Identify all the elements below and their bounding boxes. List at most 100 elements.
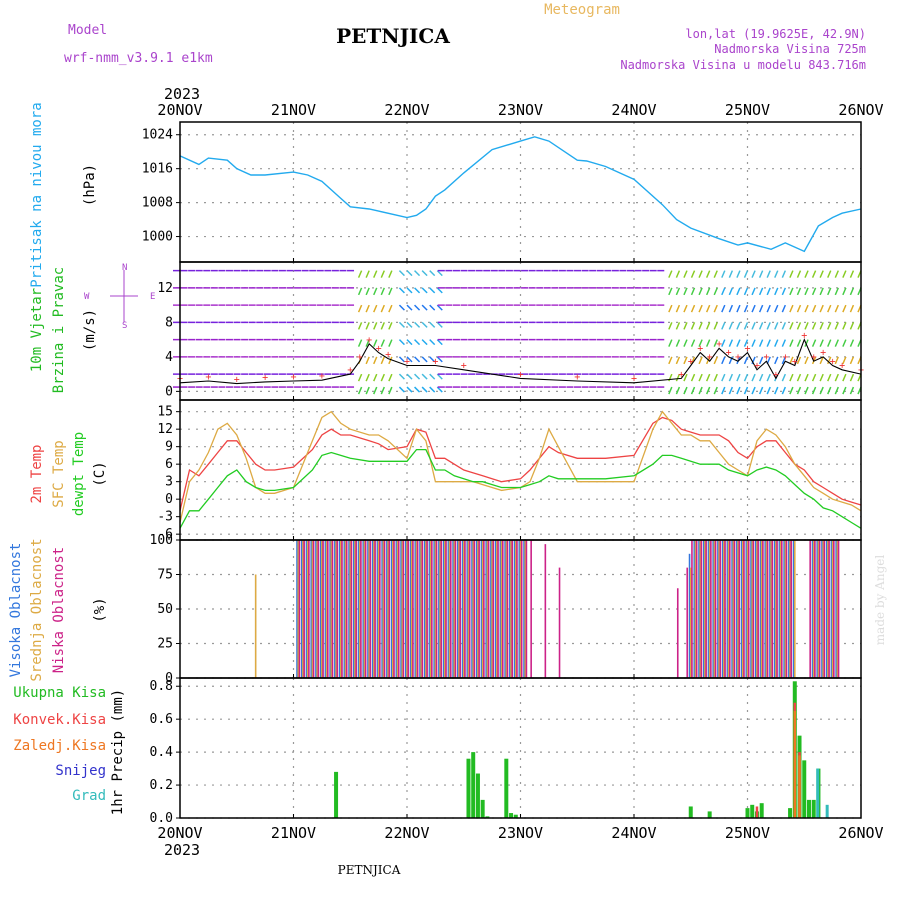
y-tick-label: 0.8 (150, 679, 173, 694)
y-tick-label: 0 (165, 671, 173, 686)
wind-barb (811, 270, 817, 278)
wind-barb (357, 373, 363, 382)
wind-barb (766, 287, 771, 296)
wind-barb (736, 339, 741, 347)
wind-barb (758, 373, 764, 382)
wind-barb (743, 270, 749, 278)
wind-barb (736, 304, 741, 313)
wind-barb (819, 322, 824, 330)
wind-barb (789, 287, 794, 296)
wind-speed-marker: + (357, 352, 363, 363)
temp-unit: (C) (92, 461, 108, 486)
wind-barb (421, 373, 428, 380)
wind-barb (365, 322, 370, 330)
wind-barb (429, 287, 436, 294)
wind-speed-marker: + (688, 356, 694, 367)
wind-barb (774, 339, 779, 347)
wind-barb (811, 339, 817, 347)
wind-barb (406, 304, 413, 311)
wind-barb (713, 270, 718, 278)
wind-barb (429, 386, 436, 393)
wind-barb (758, 270, 764, 278)
wind-barb (781, 339, 787, 347)
y-tick-label: 75 (157, 568, 173, 583)
wind-barb (811, 356, 817, 365)
panel-frame (179, 677, 862, 819)
wind-barb (743, 373, 749, 382)
wind-barb (728, 322, 734, 330)
y-tick-label: 4 (165, 350, 173, 365)
wind-barb (357, 304, 363, 313)
wind-barb (713, 339, 718, 347)
wind-speed-marker: + (707, 352, 713, 363)
wind-barb (436, 373, 443, 380)
legend-total-rain: Ukupna Kisa (13, 685, 106, 701)
model-name: wrf-nmm_v3.9.1 e1km (64, 51, 213, 66)
wind-barb (406, 373, 413, 380)
wind-barb (668, 322, 673, 330)
wind-barb (698, 339, 703, 347)
wind-speed-marker: + (518, 369, 524, 380)
wind-barb (436, 386, 443, 393)
wind-barb (668, 287, 673, 296)
wind-barb (743, 339, 749, 347)
wind-barb (406, 321, 413, 328)
wind-barb (751, 270, 756, 278)
wind-barb (766, 304, 771, 313)
wind-barb (698, 270, 703, 278)
wind-barb (842, 270, 847, 278)
wind-barb (683, 373, 688, 382)
wind-barb (398, 321, 405, 328)
y-tick-label: 15 (157, 405, 173, 420)
wind-barb (357, 270, 363, 278)
wind-barb (796, 356, 802, 365)
wind-barb (804, 304, 809, 313)
wind-barb (357, 339, 363, 347)
wind-speed-marker: + (716, 339, 722, 350)
x-tick-label-bottom: 20NOV (157, 824, 202, 842)
wind-barb (365, 386, 370, 395)
wind-barb (804, 270, 809, 278)
y-tick-label: 8 (165, 315, 173, 330)
x-tick-label-top: 25NOV (725, 101, 770, 119)
wind-barb (721, 373, 726, 382)
wind-barb (842, 287, 847, 296)
wind-barb (774, 287, 779, 296)
wind-barb (751, 386, 756, 395)
panel-frame (179, 121, 862, 263)
wind-barb (728, 287, 734, 296)
model-label: Model (68, 23, 107, 38)
total-rain-bar (806, 799, 811, 818)
wind-barb (705, 304, 711, 313)
wind-label-1: 10m Vjetar (29, 288, 45, 372)
wind-barb (789, 373, 794, 382)
dewpt-line (179, 448, 862, 529)
wind-barb (736, 322, 741, 330)
wind-barb (834, 304, 839, 313)
wind-barb (421, 321, 428, 328)
wind-barb (421, 356, 428, 363)
wind-barb (690, 386, 696, 395)
low-cloud-label: Niska Oblacnost (51, 547, 67, 673)
total-rain-bar (788, 808, 793, 818)
temp-2m-line (179, 416, 862, 511)
wind-barb (796, 287, 802, 296)
wind-barb (766, 270, 771, 278)
wind-barb (849, 356, 855, 365)
wind-barb (789, 322, 794, 330)
wind-barb (668, 356, 673, 365)
wind-barb (819, 339, 824, 347)
x-tick-label-bottom: 22NOV (384, 824, 429, 842)
wind-barb (429, 270, 436, 277)
y-tick-label: 0 (165, 492, 173, 507)
wind-speed-marker: + (376, 343, 382, 354)
wind-barb (380, 270, 385, 278)
wind-speed-marker: + (366, 335, 372, 346)
wind-barb (380, 304, 385, 313)
total-rain-bar (707, 811, 712, 818)
wind-speed-marker: + (726, 348, 732, 359)
wind-barb (781, 373, 787, 382)
wind-barb (690, 304, 696, 313)
wind-barb (781, 287, 787, 296)
wind-barb (834, 356, 839, 365)
